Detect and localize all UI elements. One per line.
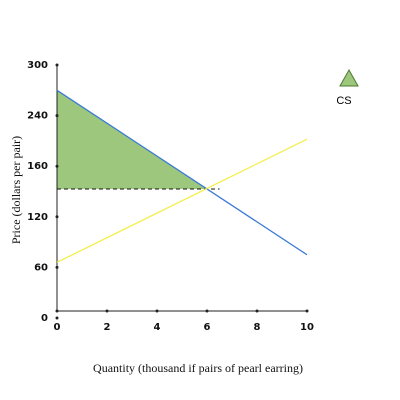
x-tick-label: 4 xyxy=(154,322,161,333)
y-tick-mark xyxy=(55,215,59,219)
y-tick-mark xyxy=(55,316,59,320)
legend-swatch xyxy=(339,68,359,87)
legend-label: CS xyxy=(336,95,351,107)
x-tick-label: 2 xyxy=(104,322,111,333)
x-tick-label: 6 xyxy=(204,322,211,333)
y-tick-label: 300 xyxy=(27,60,48,71)
line-series xyxy=(56,89,308,256)
x-tick-mark xyxy=(255,309,259,313)
x-tick-mark xyxy=(105,309,109,313)
y-tick-label: 240 xyxy=(27,111,48,122)
y-tick-mark xyxy=(55,63,59,67)
x-tick-mark xyxy=(55,309,59,313)
x-tick-mark xyxy=(305,309,309,313)
x-tick-label: 10 xyxy=(300,322,314,333)
y-tick-mark xyxy=(55,114,59,118)
y-tick-label: 160 xyxy=(27,161,48,172)
y-tick-label: 60 xyxy=(34,262,48,273)
y-tick-mark xyxy=(55,164,59,168)
x-tick-label: 0 xyxy=(54,322,61,333)
x-tick-mark xyxy=(155,309,159,313)
y-tick-label: 0 xyxy=(41,313,48,324)
x-tick-mark xyxy=(205,309,209,313)
line-series xyxy=(56,138,308,263)
x-axis-label: Quantity (thousand if pairs of pearl ear… xyxy=(93,361,303,375)
y-tick-label: 120 xyxy=(27,212,48,223)
y-axis-label: Price (dollars per pair) xyxy=(9,136,23,244)
x-tick-label: 8 xyxy=(254,322,261,333)
y-tick-mark xyxy=(55,265,59,269)
